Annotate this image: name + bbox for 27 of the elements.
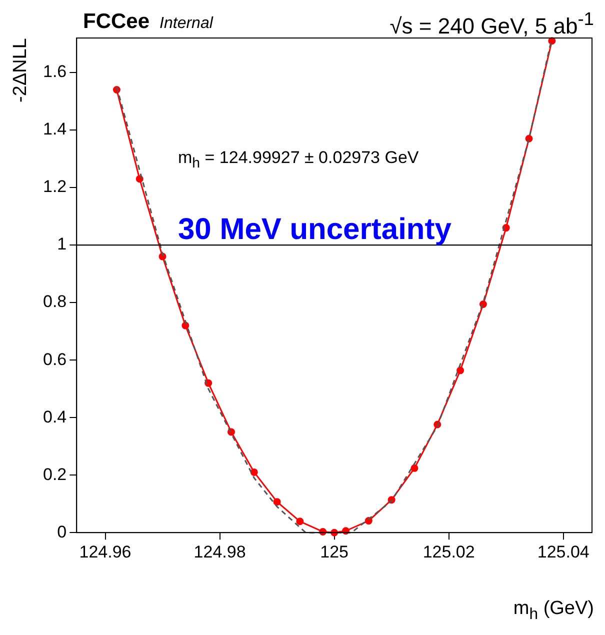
y-tick-label: 1.6 xyxy=(42,62,67,82)
point xyxy=(136,175,144,183)
point xyxy=(456,366,464,374)
y-tick-label: 0.6 xyxy=(42,350,67,369)
y-tick-label: 1.4 xyxy=(42,120,67,139)
annotation: 30 MeV uncertainty xyxy=(178,213,452,247)
point xyxy=(296,518,304,526)
x-axis-title: m$_{h}$ (GeV) xyxy=(513,598,594,624)
chart-title: FCCee xyxy=(83,10,150,33)
point xyxy=(250,468,258,476)
y-tick-label: 0.8 xyxy=(42,292,67,312)
x-tick-label: 125.02 xyxy=(422,542,475,562)
point xyxy=(410,464,418,472)
y-tick-label: 0.2 xyxy=(42,464,67,484)
x-tick-label: 125.04 xyxy=(537,542,590,562)
y-tick-label: 1 xyxy=(57,234,67,254)
annotation: √s = 240 GeV, 5 ab$^{-1}$ xyxy=(390,8,594,40)
y-axis-title: -2ΔNLL xyxy=(10,38,32,102)
y-tick-label: 1.2 xyxy=(42,177,67,196)
chart-subtitle: Internal xyxy=(160,15,213,32)
x-tick-label: 124.98 xyxy=(194,542,246,562)
annotation: m$_{h}$ = 124.99927 ± 0.02973 GeV xyxy=(178,148,419,172)
y-tick-label: 0 xyxy=(57,522,67,542)
x-tick-label: 125 xyxy=(320,542,349,562)
x-tick-label: 124.96 xyxy=(79,542,132,562)
point xyxy=(273,498,281,506)
y-tick-label: 0.4 xyxy=(42,407,67,426)
